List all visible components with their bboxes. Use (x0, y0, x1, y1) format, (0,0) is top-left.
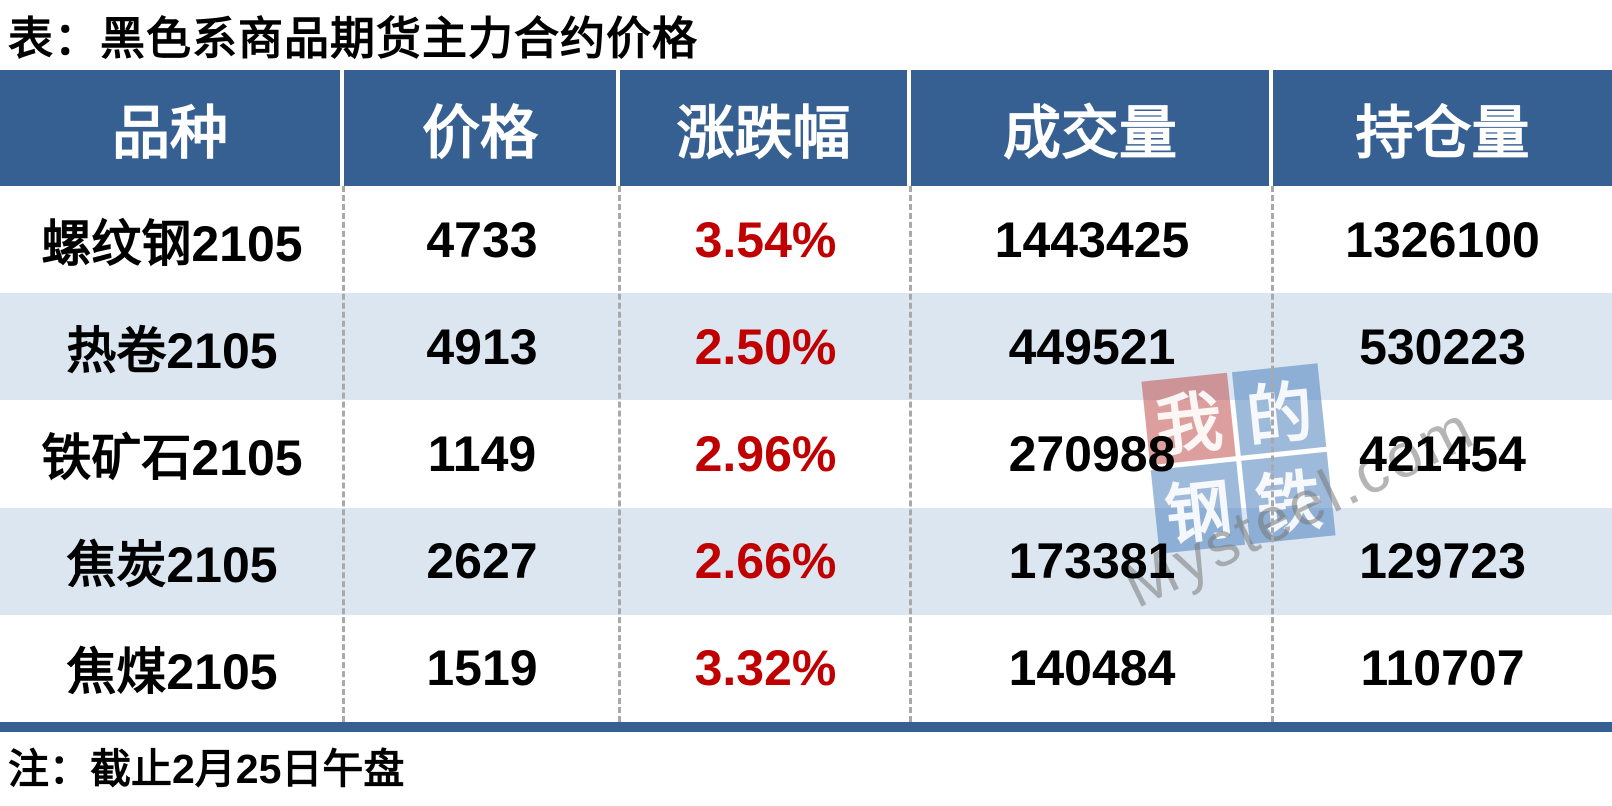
cell-open-interest: 1326100 (1345, 211, 1540, 268)
table-row: 焦煤2105 1519 3.32% 140484 110707 (0, 615, 1612, 722)
table-row: 焦炭2105 2627 2.66% 173381 129723 (0, 507, 1612, 615)
cell-open-interest: 129723 (1359, 533, 1526, 590)
cell-variety: 焦炭2105 (66, 537, 278, 594)
table-row: 热卷2105 4913 2.50% 449521 530223 (0, 293, 1612, 401)
cell-open-interest: 110707 (1360, 640, 1525, 697)
column-divider (909, 186, 912, 722)
table-row: 铁矿石2105 1149 2.96% 270988 421454 (0, 400, 1612, 507)
cell-price: 4913 (426, 318, 538, 375)
cell-price: 4733 (426, 211, 538, 268)
table-header-row: 品种 价格 涨跌幅 成交量 持仓量 (0, 70, 1612, 186)
cell-change: 3.32% (694, 640, 837, 697)
cell-price: 2627 (426, 533, 538, 590)
watermark-tile: 的 (1231, 363, 1327, 456)
cell-volume: 449521 (1008, 318, 1176, 375)
cell-change: 2.96% (694, 426, 837, 482)
column-divider (342, 186, 345, 722)
column-divider (618, 186, 621, 722)
cell-variety: 铁矿石2105 (41, 430, 303, 486)
header-cell-change: 涨跌幅 (620, 70, 911, 186)
footnote: 注：截止2月25日午盘 (8, 746, 405, 792)
cell-change: 2.50% (694, 318, 837, 375)
cell-change: 3.54% (694, 211, 837, 268)
cell-variety: 焦煤2105 (66, 644, 278, 701)
table-row: 螺纹钢2105 4733 3.54% 1443425 1326100 (0, 186, 1612, 293)
cell-variety: 热卷2105 (66, 322, 278, 379)
cell-price: 1519 (426, 640, 538, 697)
header-cell-open-interest: 持仓量 (1355, 101, 1530, 166)
column-divider (1271, 186, 1274, 722)
header-cell-price: 价格 (344, 70, 620, 186)
futures-table: 品种 价格 涨跌幅 成交量 持仓量 螺纹钢2105 4733 3.54% 144… (0, 70, 1612, 722)
cell-volume: 270988 (1008, 426, 1176, 482)
cell-open-interest: 530223 (1359, 318, 1526, 375)
cell-open-interest: 421454 (1359, 426, 1526, 482)
header-cell-variety: 品种 (0, 70, 344, 186)
cell-volume: 1443425 (994, 211, 1190, 268)
header-cell-volume: 成交量 (911, 70, 1273, 186)
cell-volume: 173381 (1008, 533, 1176, 590)
cell-variety: 螺纹钢2105 (41, 215, 303, 272)
cell-price: 1149 (427, 426, 537, 482)
cell-volume: 140484 (1008, 640, 1176, 697)
bottom-divider-bar (0, 722, 1612, 732)
table-title: 表：黑色系商品期货主力合约价格 (8, 13, 699, 64)
table-body: 螺纹钢2105 4733 3.54% 1443425 1326100 热卷210… (0, 186, 1612, 722)
cell-change: 2.66% (694, 533, 837, 590)
